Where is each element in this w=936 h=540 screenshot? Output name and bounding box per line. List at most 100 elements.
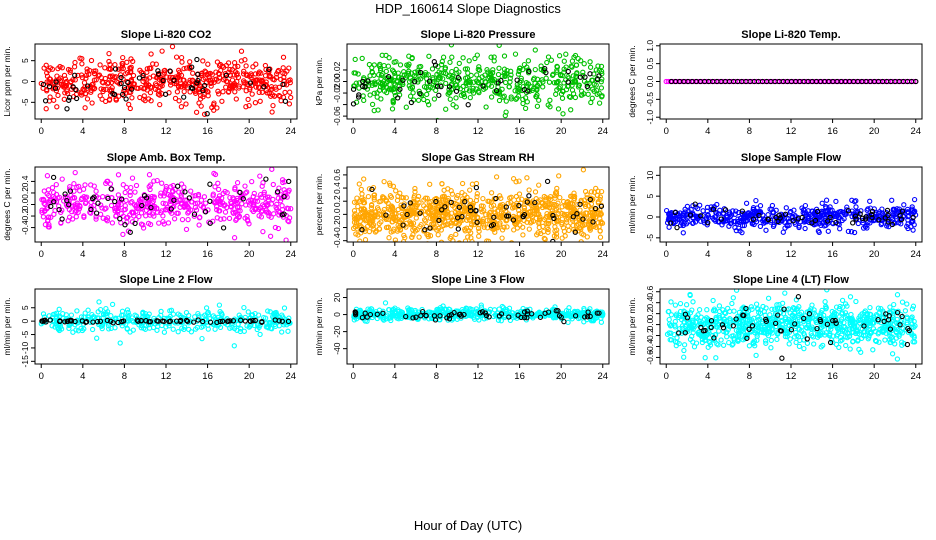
data-point-black — [223, 72, 230, 79]
data-point — [491, 58, 497, 64]
data-point — [362, 226, 368, 232]
data-point — [105, 80, 112, 86]
data-point — [569, 87, 576, 93]
data-point — [546, 79, 553, 85]
data-point — [466, 58, 472, 64]
data-point — [74, 308, 80, 314]
data-point — [273, 204, 279, 210]
data-point — [281, 74, 287, 81]
data-point-black — [369, 186, 375, 193]
data-point — [497, 204, 503, 210]
data-point — [70, 329, 76, 335]
data-point — [53, 191, 60, 198]
data-point — [238, 48, 245, 54]
data-point — [489, 77, 495, 83]
data-point — [81, 87, 87, 93]
data-point — [144, 69, 150, 75]
data-point — [273, 311, 280, 317]
data-point — [520, 100, 526, 107]
data-point — [208, 79, 215, 86]
data-point — [724, 334, 730, 340]
data-point — [376, 72, 382, 78]
data-point — [457, 86, 464, 92]
data-point — [483, 212, 489, 218]
data-point — [103, 205, 109, 211]
data-point — [352, 32, 356, 36]
data-point — [851, 229, 858, 236]
y-tick-label: -1.0 — [645, 110, 655, 125]
data-point — [39, 209, 45, 215]
data-point — [125, 309, 131, 316]
data-point — [164, 74, 170, 80]
data-point — [205, 89, 211, 95]
data-point — [484, 238, 490, 242]
data-point — [550, 71, 556, 77]
data-point — [450, 238, 456, 242]
data-point-black — [207, 319, 214, 325]
data-point-black — [420, 308, 426, 315]
data-point — [429, 66, 436, 72]
data-point-black — [360, 78, 366, 85]
data-point — [86, 314, 92, 320]
data-point — [705, 344, 711, 350]
data-point-black — [365, 78, 371, 84]
data-point — [260, 80, 267, 86]
data-point-black — [705, 219, 711, 226]
data-point — [154, 177, 160, 184]
data-point — [355, 203, 361, 210]
data-point-black — [910, 214, 916, 221]
data-point — [103, 180, 109, 187]
data-point — [40, 214, 47, 220]
data-point — [441, 306, 448, 312]
data-point — [204, 310, 211, 316]
data-point — [368, 210, 374, 216]
data-point — [514, 84, 520, 90]
data-point — [467, 197, 474, 204]
data-point-black — [119, 196, 125, 202]
data-point — [393, 240, 398, 242]
x-tick-label: 4 — [705, 249, 710, 260]
data-point — [146, 82, 152, 88]
data-point — [169, 188, 176, 194]
data-point — [513, 193, 520, 200]
data-point — [138, 210, 145, 216]
data-point — [411, 73, 418, 79]
data-point — [415, 79, 421, 85]
data-point — [820, 212, 827, 218]
data-point-black — [280, 81, 286, 88]
data-point — [559, 95, 566, 101]
data-point — [286, 101, 293, 107]
data-point — [243, 63, 249, 69]
data-point — [282, 89, 288, 96]
data-point — [147, 89, 154, 96]
data-point — [573, 62, 580, 68]
data-point — [833, 213, 840, 219]
data-point — [73, 214, 79, 220]
data-point — [824, 289, 830, 293]
data-point — [47, 94, 53, 100]
data-point-black — [439, 207, 445, 213]
data-point — [769, 306, 775, 312]
data-point — [428, 198, 434, 205]
data-point-black — [504, 213, 510, 219]
data-point — [82, 310, 88, 316]
data-point — [280, 54, 287, 60]
data-point-black — [195, 317, 201, 323]
data-point-black — [882, 215, 888, 221]
data-point — [529, 87, 536, 94]
data-point — [188, 329, 195, 335]
data-point — [212, 326, 218, 332]
data-point — [257, 98, 263, 104]
data-point-black — [427, 225, 433, 231]
data-point — [878, 217, 884, 223]
data-point — [543, 75, 549, 81]
data-point — [70, 77, 76, 83]
data-point — [211, 170, 217, 177]
data-point — [730, 208, 736, 214]
data-point-black — [204, 111, 210, 117]
data-point — [435, 117, 440, 119]
data-point — [270, 76, 276, 82]
data-point — [71, 195, 78, 201]
